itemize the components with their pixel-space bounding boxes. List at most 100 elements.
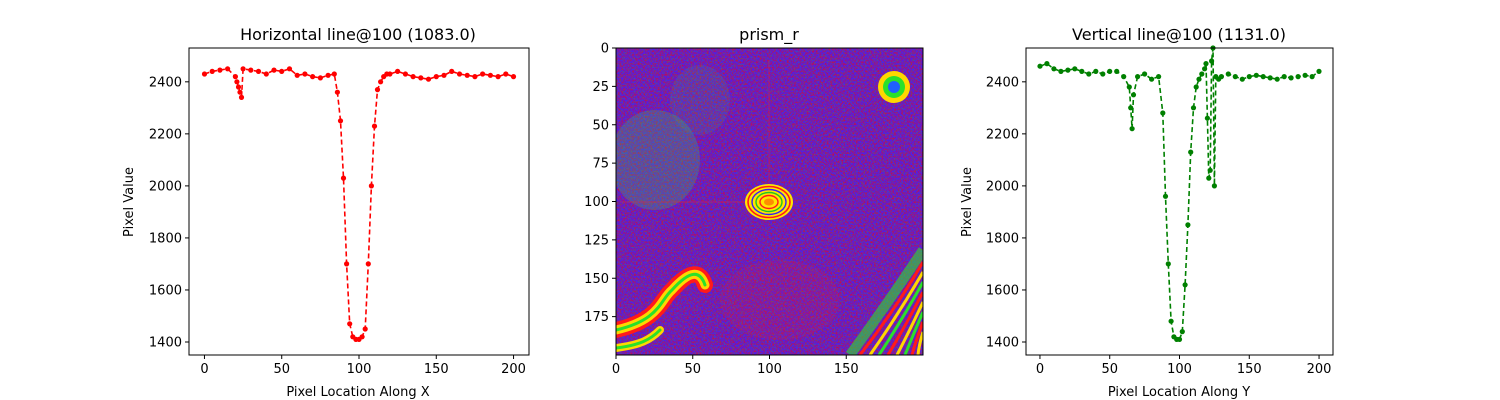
- x-tick-label: 0: [612, 362, 620, 377]
- data-point: [368, 183, 374, 189]
- data-point: [1211, 183, 1217, 189]
- data-point: [1207, 167, 1213, 173]
- data-point: [237, 89, 243, 95]
- prism-image-panel: prism_r: [584, 25, 924, 377]
- data-point: [1128, 105, 1134, 111]
- data-point: [410, 74, 416, 80]
- data-point: [317, 75, 323, 81]
- x-tick-label: 100: [757, 362, 782, 377]
- data-point: [1058, 68, 1064, 74]
- data-point: [209, 68, 215, 74]
- y-tick-label: 2200: [149, 127, 182, 142]
- heatmap-image: [616, 48, 923, 355]
- data-point: [503, 71, 509, 77]
- data-point: [255, 68, 262, 74]
- chart-title: prism_r: [739, 25, 799, 45]
- y-tick-label: 75: [592, 157, 609, 172]
- x-tick-label: 100: [1167, 362, 1192, 377]
- data-point: [1190, 105, 1197, 111]
- data-point: [1288, 75, 1294, 81]
- data-point: [387, 71, 393, 77]
- data-point: [1274, 76, 1280, 82]
- x-tick-label: 150: [424, 362, 449, 377]
- data-point: [1206, 175, 1212, 181]
- data-point: [449, 68, 455, 74]
- data-point: [1079, 68, 1085, 74]
- x-tick-label: 200: [1307, 362, 1332, 377]
- data-point: [1121, 74, 1127, 80]
- x-tick-label: 0: [1036, 362, 1044, 377]
- y-tick-label: 1400: [986, 335, 1019, 350]
- data-point: [1196, 76, 1202, 82]
- y-tick-label: 125: [584, 233, 609, 248]
- y-axis: 0 25 50 75 100 125 150 175: [584, 42, 616, 325]
- data-point: [1156, 74, 1162, 80]
- x-axis: 0 50 100 150 200: [1036, 355, 1332, 377]
- y-tick-label: 1800: [986, 231, 1019, 246]
- plot-area: [1037, 45, 1322, 342]
- x-axis: 0 50 100 150 200: [200, 355, 526, 377]
- x-tick-label: 50: [273, 362, 290, 377]
- y-tick-label: 100: [584, 195, 609, 210]
- data-point: [1188, 149, 1194, 155]
- data-point: [1107, 68, 1113, 74]
- y-tick-label: 150: [584, 272, 609, 287]
- data-point: [1093, 68, 1099, 74]
- y-tick-label: 2000: [986, 179, 1019, 194]
- x-tick-label: 150: [1237, 362, 1262, 377]
- data-point: [1232, 74, 1238, 80]
- data-point: [1239, 76, 1245, 82]
- vertical-profile-chart: Vertical line@100 (1131.0) 0 50 100 150 200 …: [960, 25, 1334, 400]
- y-tick-label: 2000: [149, 179, 182, 194]
- data-point: [1316, 68, 1322, 74]
- center-rings: [620, 60, 793, 220]
- data-point: [1185, 222, 1191, 228]
- data-point: [337, 118, 344, 124]
- data-point: [1204, 115, 1210, 121]
- data-point: [1281, 74, 1287, 80]
- data-point: [487, 72, 493, 78]
- data-point: [1100, 71, 1106, 77]
- data-point: [294, 72, 300, 78]
- data-point: [334, 89, 340, 95]
- data-point: [1202, 66, 1208, 72]
- data-point: [1162, 193, 1169, 199]
- data-point: [365, 261, 371, 267]
- data-point: [232, 74, 238, 80]
- data-point: [1037, 63, 1043, 69]
- data-point: [510, 74, 517, 80]
- data-point: [1218, 74, 1224, 80]
- data-point: [263, 71, 269, 77]
- data-point: [1309, 74, 1315, 80]
- data-point: [378, 79, 384, 85]
- plot-area: [201, 66, 517, 342]
- data-point: [340, 175, 347, 181]
- data-point: [1199, 71, 1205, 77]
- x-tick-label: 50: [684, 362, 701, 377]
- data-point: [331, 71, 337, 77]
- data-point: [1225, 71, 1231, 77]
- data-point: [425, 76, 432, 82]
- data-point: [1072, 66, 1078, 72]
- data-point: [1142, 71, 1148, 77]
- data-point: [1135, 74, 1141, 80]
- data-point: [310, 74, 316, 80]
- data-point: [433, 74, 439, 80]
- data-point: [1065, 67, 1071, 73]
- data-point: [347, 321, 353, 327]
- data-point: [395, 68, 401, 74]
- data-point: [240, 66, 246, 72]
- data-point: [235, 84, 242, 90]
- data-point: [344, 261, 350, 267]
- y-tick-label: 1600: [986, 283, 1019, 298]
- data-point: [1044, 61, 1050, 67]
- data-point: [1149, 76, 1155, 82]
- data-point: [225, 66, 231, 72]
- data-point: [1126, 84, 1132, 90]
- data-point: [456, 71, 463, 77]
- x-axis-label: Pixel Location Along X: [286, 385, 429, 400]
- data-point: [217, 67, 223, 73]
- x-axis: 0 50 100 150: [612, 355, 859, 377]
- data-point: [302, 71, 308, 77]
